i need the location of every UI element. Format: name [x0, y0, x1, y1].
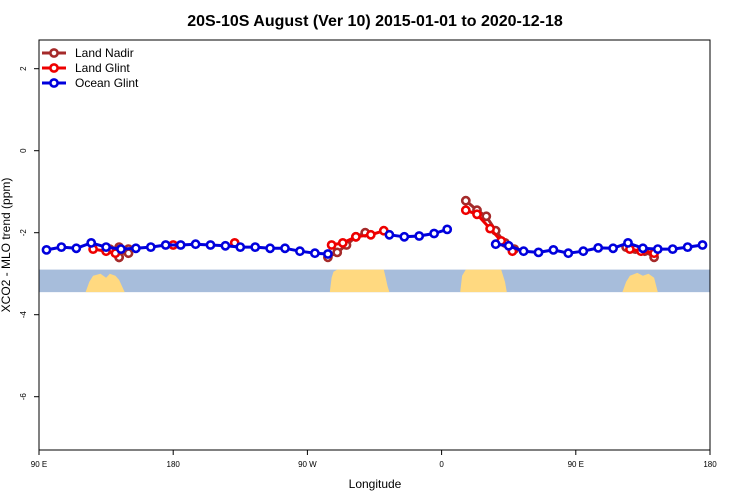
land-glint-point — [460, 205, 471, 216]
ocean-glint-point — [294, 246, 305, 257]
land-region-3 — [460, 269, 507, 293]
x-tick-label: 90 E — [568, 460, 584, 469]
ocean-glint-point — [490, 239, 501, 250]
chart-title: 20S-10S August (Ver 10) 2015-01-01 to 20… — [187, 13, 563, 30]
ocean-glint-point — [309, 248, 320, 259]
ocean-glint-point — [265, 243, 275, 254]
y-tick-label: 2 — [19, 66, 28, 71]
legend-label: Land Glint — [75, 61, 130, 75]
ocean-glint-point — [190, 239, 201, 250]
plot-series — [41, 195, 708, 263]
legend-label: Land Nadir — [75, 46, 134, 60]
x-tick-label: 90 W — [298, 460, 317, 469]
ocean-glint-point — [578, 246, 589, 257]
land-glint-point — [365, 229, 376, 240]
plot-frame — [38, 39, 711, 451]
legend-swatch-marker — [49, 78, 59, 88]
ocean-glint-point — [548, 244, 559, 255]
ocean-glint-point — [175, 240, 186, 250]
land-region-2 — [329, 269, 390, 293]
legend-swatch-marker — [49, 48, 59, 58]
ocean-glint-point — [414, 231, 425, 241]
y-tick-label: -2 — [19, 229, 28, 237]
y-tick-label: -4 — [19, 311, 28, 319]
land-glint-point — [337, 237, 348, 248]
x-tick-label: 180 — [703, 460, 717, 469]
land-nadir-point — [332, 247, 343, 258]
ocean-glint-point — [399, 231, 410, 242]
ocean-glint-point — [101, 242, 111, 252]
legend-item-land-nadir: Land Nadir — [42, 46, 134, 60]
ocean-glint-point — [697, 240, 708, 250]
x-axis-label: Longitude — [349, 477, 402, 491]
legend-swatch-marker — [49, 63, 59, 73]
ocean-glint-point — [160, 240, 171, 250]
land-nadir-point — [460, 195, 471, 206]
ocean-glint-point — [384, 229, 395, 240]
y-tick-label: 0 — [19, 148, 28, 153]
ocean-glint-point — [638, 243, 648, 254]
y-tick-label: -6 — [19, 393, 28, 401]
ocean-glint-point — [86, 237, 97, 248]
land-band — [39, 269, 710, 293]
ocean-glint-point — [41, 244, 52, 255]
ocean-glint-point — [682, 242, 693, 252]
ocean-glint-point — [533, 247, 544, 258]
ocean-glint-point — [667, 244, 678, 254]
ocean-glint-point — [503, 240, 514, 251]
ocean-glint-point — [563, 248, 574, 259]
x-tick-label: 180 — [167, 460, 181, 469]
ocean-glint-point — [116, 244, 126, 254]
x-tick-label: 0 — [439, 460, 444, 469]
land-nadir-point — [123, 248, 134, 259]
ocean-glint-point — [322, 249, 333, 259]
ocean-glint-point — [56, 242, 67, 252]
ocean-glint-point — [593, 242, 604, 253]
ocean-glint-point — [623, 237, 633, 248]
ocean-glint-point — [442, 224, 453, 235]
y-axis: 2 0 -2 -4 -6 — [19, 66, 39, 400]
ocean-glint-point — [280, 243, 290, 254]
ocean-glint-point — [145, 242, 156, 252]
land-region-1 — [85, 273, 125, 293]
x-tick-label: 90 E — [31, 460, 47, 469]
land-glint-point — [485, 223, 495, 234]
land-glint-point — [350, 231, 361, 242]
land-region-4 — [622, 272, 658, 293]
legend-item-ocean-glint: Ocean Glint — [42, 76, 139, 90]
ocean-glint-point — [250, 242, 261, 252]
ocean-glint-point — [429, 228, 439, 239]
ocean-glint-point — [518, 246, 529, 257]
ocean-glint-point — [205, 240, 216, 250]
series-land-glint — [88, 205, 659, 259]
ocean-glint-point — [220, 240, 231, 251]
ocean-glint-point — [235, 242, 246, 252]
land-glint-point — [472, 209, 482, 220]
ocean-glint-point — [608, 243, 618, 254]
series-ocean-glint — [41, 224, 708, 259]
ocean-glint-point — [71, 243, 82, 254]
legend-item-land-glint: Land Glint — [42, 61, 130, 75]
ocean-glint-point — [130, 243, 141, 254]
legend-label: Ocean Glint — [75, 76, 139, 90]
x-axis: 90 E 180 90 W 0 90 E 180 — [31, 450, 717, 469]
y-axis-label: XCO2 - MLO trend (ppm) — [0, 178, 13, 313]
ocean-glint-point — [652, 244, 663, 254]
land-glint-point — [326, 240, 337, 250]
land-nadir-point — [481, 211, 492, 222]
